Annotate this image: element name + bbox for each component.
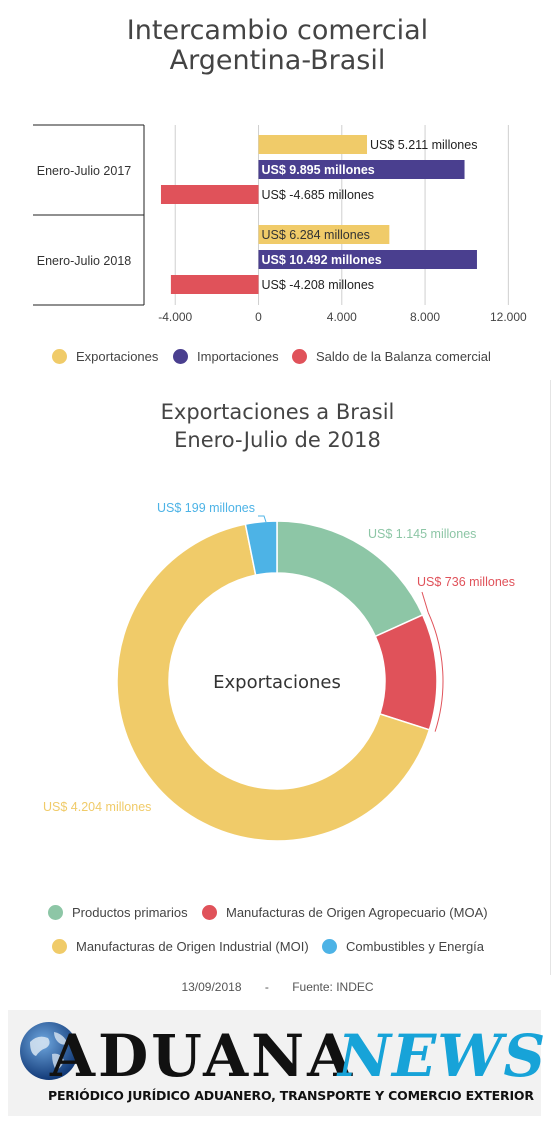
- legend-item: Saldo de la Balanza comercial: [292, 349, 491, 364]
- legend-swatch: [52, 939, 67, 954]
- legend-swatch: [322, 939, 337, 954]
- data-label: US$ 10.492 millones: [262, 253, 382, 267]
- legend-item: Productos primarios: [48, 905, 188, 920]
- legend-item: Manufacturas de Origen Agropecuario (MOA…: [202, 905, 488, 920]
- x-tick-label: 0: [255, 310, 262, 324]
- brand-name: ADUANA: [50, 1022, 356, 1090]
- chart-title-line-1: Intercambio comercial: [126, 15, 429, 46]
- data-label: US$ 6.284 millones: [262, 228, 370, 242]
- legend-label: Saldo de la Balanza comercial: [316, 349, 491, 364]
- legend-item: Importaciones: [173, 349, 279, 364]
- bar-chart: -4.000 0 4.000 8.000 12.000 Enero-Julio 2017 U…: [33, 124, 527, 324]
- chart-title: Intercambio comercial Argentina-Brasil: [0, 16, 555, 76]
- bar-chart-legend: Exportaciones Importaciones Saldo de la Ba…: [0, 349, 555, 367]
- donut-chart-legend: Productos primarios Manufacturas de Orige…: [0, 905, 555, 957]
- callout-arc: [427, 612, 444, 732]
- callout-line: [258, 515, 267, 523]
- donut-slice: [244, 520, 278, 577]
- category-label: Enero-Julio 2018: [37, 254, 132, 268]
- bar: [258, 225, 390, 244]
- legend-swatch: [173, 349, 188, 364]
- slice-label: US$ 1.145 millones: [368, 527, 476, 541]
- donut-chart-title-line-1: Exportaciones a Brasil: [160, 400, 395, 424]
- legend-swatch: [292, 349, 307, 364]
- donut-slice: [116, 523, 431, 842]
- legend-item: Manufacturas de Origen Industrial (MOI): [52, 939, 309, 954]
- data-label: US$ -4.685 millones: [262, 188, 375, 202]
- slice-label: US$ 199 millones: [157, 501, 255, 515]
- bar: [170, 275, 259, 294]
- globe-icon: [20, 1022, 78, 1080]
- legend-label: Combustibles y Energía: [346, 939, 485, 954]
- bar: [160, 185, 259, 204]
- slice-label: US$ 4.204 millones: [43, 800, 151, 814]
- data-label: US$ 5.211 millones: [370, 138, 477, 152]
- donut-slice: [374, 613, 438, 731]
- legend-label: Manufacturas de Origen Agropecuario (MOA…: [226, 905, 488, 920]
- footer-source: Fuente: INDEC: [292, 980, 374, 994]
- legend-swatch: [202, 905, 217, 920]
- bar: [258, 160, 465, 179]
- legend-label: Exportaciones: [76, 349, 159, 364]
- donut-center-label: Exportaciones: [213, 672, 341, 693]
- legend-label: Manufacturas de Origen Industrial (MOI): [76, 939, 309, 954]
- brand-tagline: PERIÓDICO JURÍDICO ADUANERO, TRANSPORTE …: [48, 1088, 534, 1103]
- x-tick-label: 12.000: [490, 310, 527, 324]
- data-label: US$ -4.208 millones: [262, 278, 375, 292]
- donut-chart-title: Exportaciones a Brasil Enero-Julio de 20…: [0, 398, 555, 454]
- footer-separator: -: [264, 980, 269, 994]
- x-tick-label: 8.000: [410, 310, 440, 324]
- category-label: Enero-Julio 2017: [37, 164, 132, 178]
- divider: [550, 380, 551, 975]
- brand-name-accent: NEWS: [338, 1022, 547, 1090]
- bar: [258, 135, 368, 154]
- callout-line: [421, 591, 429, 613]
- legend-item: Combustibles y Energía: [322, 939, 484, 954]
- legend-label: Productos primarios: [72, 905, 188, 920]
- x-tick-label: 4.000: [327, 310, 357, 324]
- donut-chart: Exportaciones US$ 1.145 millones US$ 736 m…: [43, 501, 515, 842]
- brand-banner: ADUANA NEWS PERIÓDICO JURÍDICO ADUANERO,…: [8, 1010, 545, 1116]
- footer-date: 13/09/2018: [181, 980, 242, 994]
- chart-title-line-2: Argentina-Brasil: [169, 45, 386, 76]
- x-tick-label: -4.000: [158, 310, 192, 324]
- legend-swatch: [52, 349, 67, 364]
- legend-label: Importaciones: [197, 349, 279, 364]
- donut-chart-title-line-2: Enero-Julio de 2018: [174, 428, 381, 452]
- bar: [258, 250, 477, 269]
- footer-meta: 13/09/2018 - Fuente: INDEC: [0, 980, 555, 994]
- legend-swatch: [48, 905, 63, 920]
- legend-item: Exportaciones: [52, 349, 158, 364]
- slice-label: US$ 736 millones: [417, 575, 515, 589]
- data-label: US$ 9.895 millones: [262, 163, 375, 177]
